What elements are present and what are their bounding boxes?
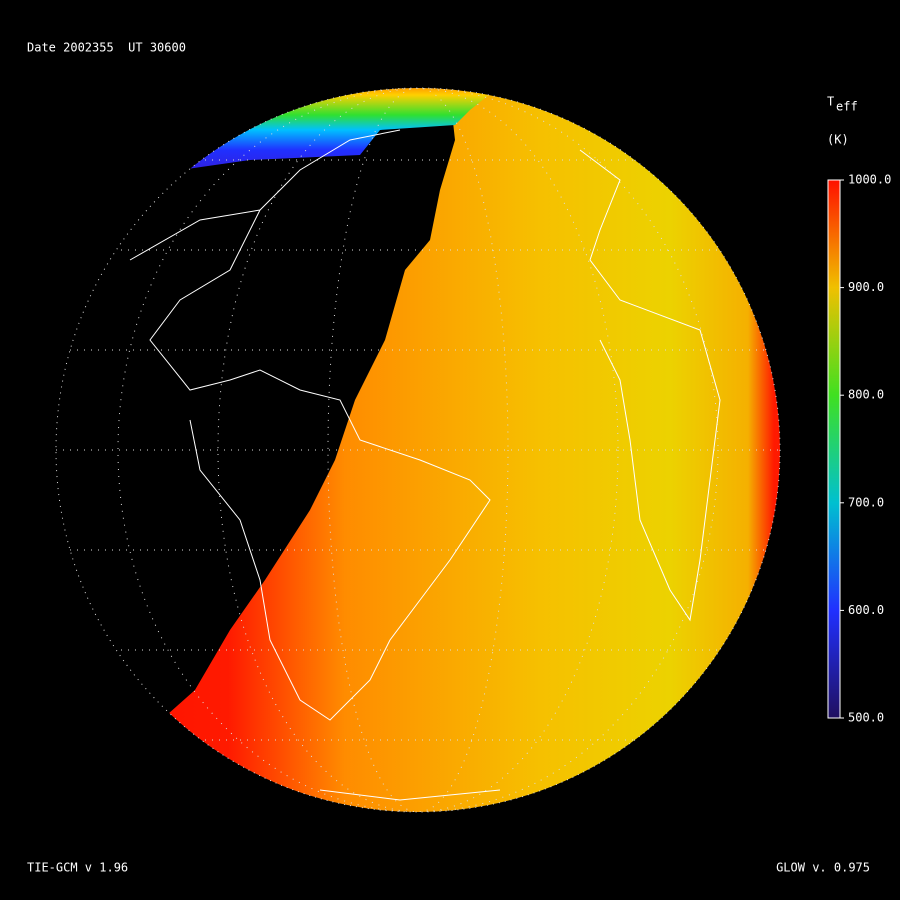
colorbar-ticks: 1000.0 900.0 800.0 700.0 600.0 500.0 (840, 173, 891, 725)
colorbar-title-sub: eff (836, 100, 858, 114)
header: Date 2002355 UT 30600 (27, 41, 186, 55)
colorbar-tick-label: 900.0 (848, 280, 884, 294)
colorbar-title: T (827, 95, 834, 109)
colorbar-unit: (K) (827, 133, 849, 147)
globe (56, 88, 780, 812)
colorbar-tick-label: 800.0 (848, 388, 884, 402)
footer-right: GLOW v. 0.975 (776, 861, 870, 875)
colorbar-tick-label: 700.0 (848, 495, 884, 509)
colorbar-tick-label: 500.0 (848, 711, 884, 725)
colorbar (827, 179, 841, 719)
colorbar-tick-label: 1000.0 (848, 173, 891, 187)
footer-left: TIE-GCM v 1.96 (27, 861, 128, 875)
colorbar-tick-label: 600.0 (848, 603, 884, 617)
